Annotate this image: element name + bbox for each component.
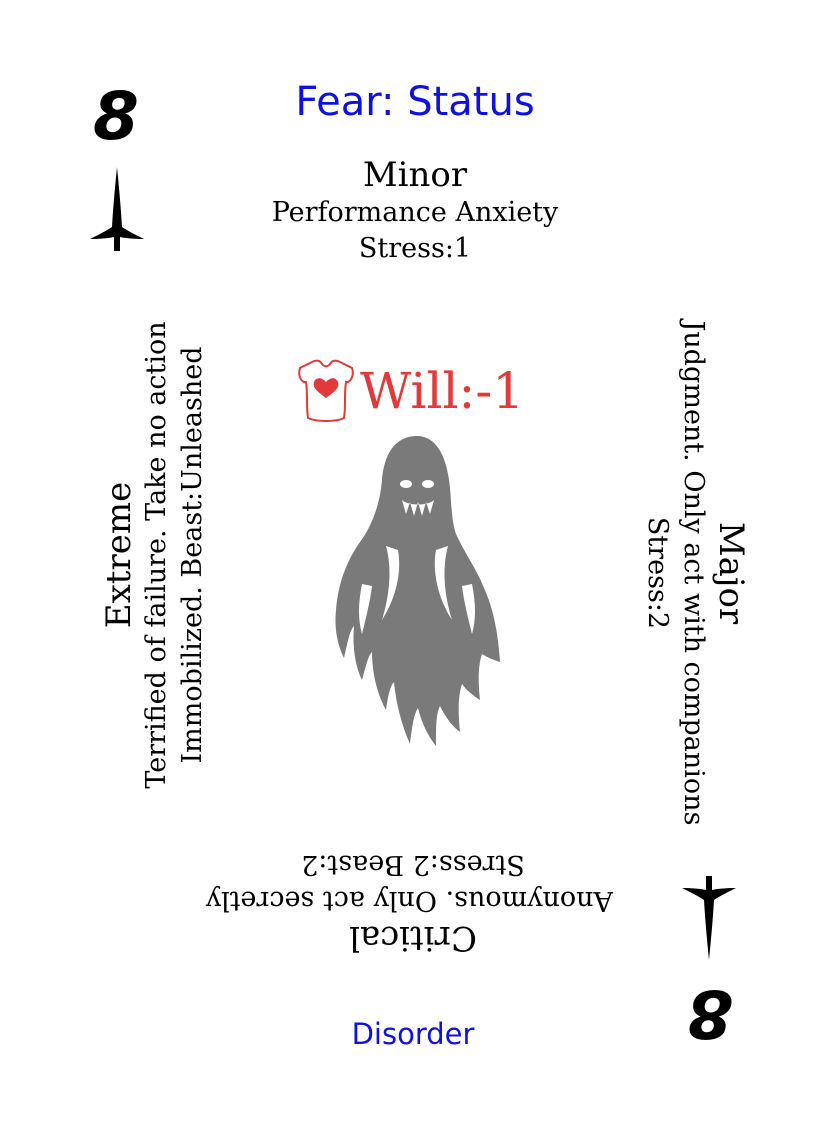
level-extreme-description: Terrified of failure. Take no action xyxy=(141,321,172,789)
level-major-label: Major xyxy=(711,521,751,625)
level-critical-description: Anonymous. Only act secretly xyxy=(205,885,613,916)
level-minor-stats: Stress:1 xyxy=(358,233,472,264)
level-major-stats: Stress:2 xyxy=(642,516,673,630)
dagger-icon xyxy=(682,876,736,960)
corner-rank-top: 8 xyxy=(93,78,139,155)
heart-torso-icon xyxy=(298,359,354,422)
level-extreme-label: Extreme xyxy=(99,481,139,629)
ghost-figure-icon xyxy=(335,436,500,746)
card-category: Disorder xyxy=(351,1017,475,1051)
level-major: Major Judgment. Only act with companions… xyxy=(639,293,751,853)
effect-will-text: Will:-1 xyxy=(360,362,525,420)
level-minor: Minor Performance Anxiety Stress:1 xyxy=(215,155,615,267)
card-title: Fear: Status xyxy=(295,79,535,125)
level-critical-stats: Stress:2 Beast:2 xyxy=(301,849,525,880)
level-critical: Critical Anonymous. Only act secretly St… xyxy=(205,846,613,958)
level-extreme-stats: Immobilized. Beast:Unleashed xyxy=(177,346,208,764)
effect-will: Will:-1 xyxy=(296,358,524,424)
level-critical-label: Critical xyxy=(349,918,477,958)
level-minor-label: Minor xyxy=(362,155,468,195)
level-extreme: Extreme Terrified of failure. Take no ac… xyxy=(99,275,211,835)
level-minor-description: Performance Anxiety xyxy=(271,197,559,228)
dagger-icon xyxy=(90,167,144,251)
level-major-description: Judgment. Only act with companions xyxy=(678,320,709,826)
